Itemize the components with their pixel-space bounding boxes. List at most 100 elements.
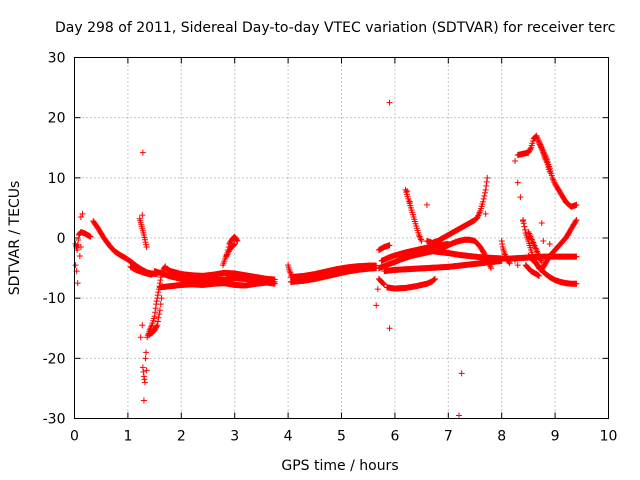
y-axis-label: SDTVAR / TECUs bbox=[7, 181, 23, 296]
data-point bbox=[546, 168, 553, 175]
data-point bbox=[153, 298, 160, 305]
data-point bbox=[520, 218, 527, 225]
data-point bbox=[546, 241, 553, 248]
data-point bbox=[152, 309, 159, 316]
data-point bbox=[156, 307, 163, 314]
data-point bbox=[156, 310, 163, 317]
data-point bbox=[404, 188, 411, 195]
data-point bbox=[76, 253, 83, 260]
data-point bbox=[143, 367, 150, 374]
data-point bbox=[152, 305, 159, 312]
data-point bbox=[271, 276, 278, 283]
data-point bbox=[87, 233, 94, 240]
data-point bbox=[155, 289, 162, 296]
data-point bbox=[417, 235, 424, 241]
y-tick-label: -10 bbox=[43, 291, 66, 307]
data-point bbox=[483, 178, 490, 185]
data-point bbox=[565, 231, 572, 238]
data-point bbox=[431, 275, 438, 282]
y-tick-label: 20 bbox=[48, 111, 66, 127]
data-point bbox=[484, 174, 491, 181]
x-tick-label: 1 bbox=[123, 429, 132, 445]
data-point bbox=[143, 244, 150, 251]
data-point bbox=[139, 149, 146, 156]
data-point bbox=[482, 189, 489, 196]
data-point bbox=[480, 198, 487, 205]
data-point bbox=[137, 334, 144, 341]
data-point bbox=[233, 236, 240, 243]
data-point bbox=[499, 241, 506, 248]
data-point bbox=[139, 212, 146, 219]
data-point bbox=[231, 241, 238, 248]
data-point bbox=[431, 276, 438, 283]
data-point bbox=[155, 314, 162, 321]
x-tick-label: 6 bbox=[390, 429, 399, 445]
data-point bbox=[483, 182, 490, 189]
data-point bbox=[154, 322, 161, 329]
data-point bbox=[418, 238, 425, 245]
data-point bbox=[386, 242, 393, 249]
data-point bbox=[573, 216, 580, 223]
data-point bbox=[75, 237, 82, 244]
data-point bbox=[142, 355, 149, 362]
data-point bbox=[430, 277, 437, 284]
data-point bbox=[148, 271, 155, 278]
data-point bbox=[522, 226, 529, 233]
data-point bbox=[527, 145, 534, 152]
data-point bbox=[231, 241, 238, 248]
data-point bbox=[481, 192, 488, 199]
x-tick-label: 4 bbox=[284, 429, 293, 445]
data-point bbox=[140, 368, 147, 375]
data-point bbox=[406, 198, 413, 205]
x-tick-label: 2 bbox=[177, 429, 186, 445]
data-point bbox=[141, 379, 148, 386]
data-point bbox=[151, 313, 158, 320]
data-point bbox=[234, 238, 241, 245]
y-tick-label: -20 bbox=[43, 351, 66, 367]
data-point bbox=[573, 201, 580, 208]
data-point bbox=[74, 247, 81, 254]
data-point bbox=[380, 280, 387, 287]
x-tick-label: 3 bbox=[230, 429, 239, 445]
data-point bbox=[158, 295, 165, 302]
data-point bbox=[512, 257, 519, 264]
x-tick-label: 8 bbox=[497, 429, 506, 445]
data-point bbox=[540, 238, 547, 245]
data-point bbox=[157, 301, 164, 308]
data-point bbox=[455, 412, 462, 419]
data-point bbox=[139, 322, 146, 329]
x-tick-label: 7 bbox=[444, 429, 453, 445]
data-point bbox=[514, 179, 521, 186]
data-point bbox=[381, 281, 388, 288]
data-point bbox=[141, 376, 148, 383]
data-point bbox=[74, 242, 81, 249]
data-point bbox=[573, 253, 580, 260]
data-point bbox=[536, 272, 543, 279]
data-points bbox=[72, 99, 580, 419]
data-point bbox=[154, 318, 161, 325]
data-point bbox=[77, 244, 84, 251]
data-point bbox=[506, 259, 513, 266]
data-point bbox=[373, 302, 380, 309]
y-tick-label: -30 bbox=[43, 412, 66, 428]
data-point bbox=[154, 292, 161, 299]
data-point bbox=[379, 280, 386, 287]
data-point bbox=[79, 210, 86, 217]
data-point bbox=[140, 373, 147, 380]
x-tick-label: 0 bbox=[70, 429, 79, 445]
plot-frame bbox=[74, 57, 609, 419]
x-tick-label: 10 bbox=[600, 429, 618, 445]
data-point bbox=[521, 223, 528, 230]
y-tick-label: 10 bbox=[48, 171, 66, 187]
data-point bbox=[157, 277, 164, 284]
data-point bbox=[139, 364, 146, 371]
data-point bbox=[153, 323, 160, 330]
data-point bbox=[488, 265, 495, 272]
data-point bbox=[480, 195, 487, 202]
data-point bbox=[514, 262, 521, 269]
y-tick-label: 30 bbox=[48, 51, 66, 67]
data-point bbox=[573, 280, 580, 287]
y-tick-label: 0 bbox=[57, 231, 66, 247]
data-point bbox=[143, 349, 150, 356]
